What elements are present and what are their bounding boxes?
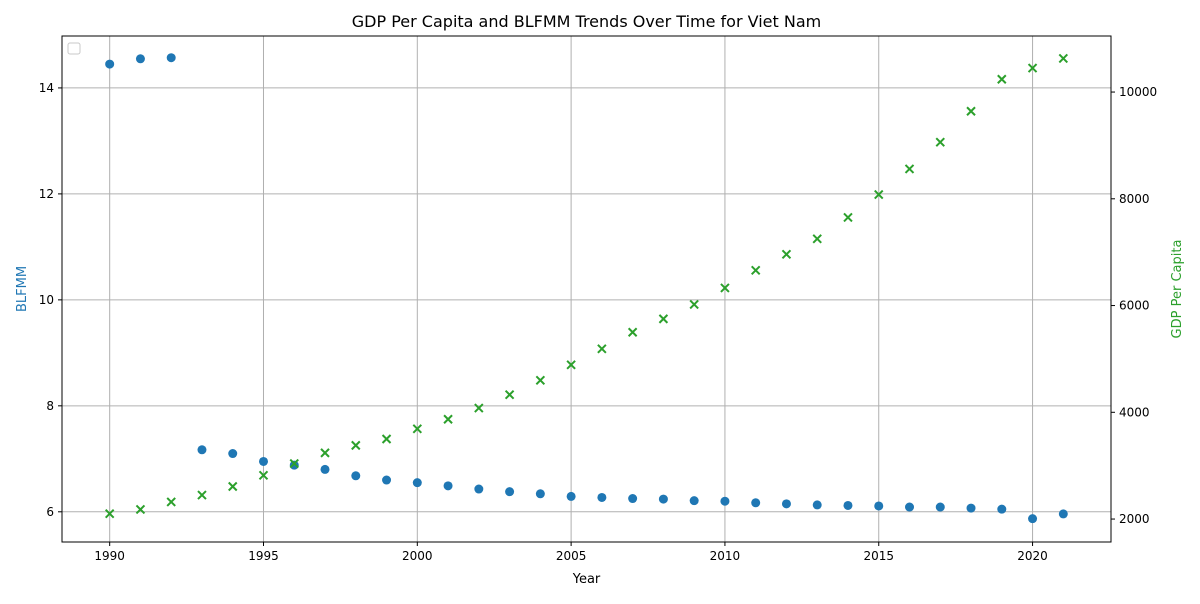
gdp-point <box>812 234 822 244</box>
y-left-tick-label: 12 <box>39 187 54 201</box>
blfmm-point <box>443 481 453 491</box>
y-right-tick-label: 10000 <box>1119 85 1157 99</box>
blfmm-point <box>505 487 515 497</box>
blfmm-point <box>874 501 884 511</box>
gdp-point <box>166 497 176 507</box>
blfmm-point <box>351 471 361 481</box>
gdp-point <box>597 344 607 354</box>
blfmm-point <box>566 491 576 501</box>
gdp-point <box>443 414 453 424</box>
gdp-point <box>228 481 238 492</box>
blfmm-point <box>412 478 422 488</box>
blfmm-point <box>905 502 915 512</box>
gdp-point <box>843 212 853 223</box>
blfmm-point <box>320 464 330 474</box>
gdp-point <box>566 360 576 370</box>
x-tick-label: 2020 <box>1017 549 1048 563</box>
gdp-point <box>135 504 146 515</box>
gdp-point <box>1027 63 1038 73</box>
blfmm-point <box>105 59 115 69</box>
x-tick-label: 1990 <box>94 549 125 563</box>
gdp-point <box>320 448 330 458</box>
y-right-tick-label: 4000 <box>1119 405 1150 419</box>
x-tick-label: 2010 <box>710 549 741 563</box>
gdp-point <box>627 327 638 337</box>
blfmm-point <box>258 456 268 466</box>
gdp-point <box>104 509 115 519</box>
x-axis-label: Year <box>572 572 601 587</box>
gdp-point <box>689 299 699 310</box>
x-tick-label: 2000 <box>402 549 433 563</box>
gdp-point <box>474 403 484 413</box>
y-left-tick-label: 8 <box>46 399 54 413</box>
y-right-tick-label: 2000 <box>1119 512 1150 526</box>
blfmm-point <box>597 492 607 502</box>
gdp-point <box>504 389 515 400</box>
gdp-point <box>720 283 730 293</box>
blfmm-point <box>751 498 761 508</box>
gdp-point <box>381 434 392 444</box>
blfmm-point <box>781 499 791 509</box>
gdp-point <box>197 490 207 500</box>
blfmm-point <box>628 494 638 504</box>
blfmm-point <box>997 504 1007 514</box>
gdp-point <box>1058 53 1069 64</box>
y-left-tick-label: 10 <box>39 293 54 307</box>
blfmm-point <box>228 449 238 459</box>
chart-title: GDP Per Capita and BLFMM Trends Over Tim… <box>352 12 821 31</box>
blfmm-point <box>1058 509 1068 519</box>
gdp-point <box>351 440 361 451</box>
legend-box <box>67 42 81 55</box>
gdp-point <box>935 137 945 147</box>
x-tick-label: 2005 <box>556 549 587 563</box>
gdp-point <box>535 375 546 385</box>
blfmm-point <box>197 445 207 455</box>
blfmm-point <box>966 503 976 513</box>
data-marks <box>104 53 1069 524</box>
gdp-point <box>412 424 423 434</box>
y-left-tick-label: 14 <box>39 81 54 95</box>
blfmm-point <box>658 494 668 504</box>
y-right-tick-label: 8000 <box>1119 192 1150 206</box>
blfmm-point <box>1028 514 1038 524</box>
gdp-point <box>289 458 299 469</box>
blfmm-point <box>289 460 299 470</box>
gdp-point <box>997 74 1007 84</box>
blfmm-point <box>812 500 822 510</box>
gdp-point <box>904 164 915 174</box>
gdp-point <box>258 470 269 480</box>
y-axis-right-label: GDP Per Capita <box>1170 240 1185 339</box>
axes: 1990 1995 2000 2005 2010 2015 2020 6 8 10 12 14 2000… <box>39 81 1157 563</box>
blfmm-point <box>535 489 545 499</box>
grid-lines <box>62 36 1111 542</box>
gdp-point <box>966 106 976 116</box>
blfmm-point <box>689 496 699 506</box>
blfmm-point <box>135 54 145 64</box>
gdp-point <box>750 265 761 276</box>
gdp-point <box>781 249 792 260</box>
blfmm-point <box>382 475 392 485</box>
y-left-tick-label: 6 <box>46 505 54 519</box>
y-axis-left-label: BLFMM <box>15 266 30 312</box>
gdp-point <box>658 314 669 324</box>
blfmm-point <box>720 496 730 506</box>
x-tick-label: 2015 <box>863 549 894 563</box>
blfmm-point <box>843 500 853 510</box>
plot-frame <box>61 35 1112 543</box>
x-tick-label: 1995 <box>248 549 279 563</box>
blfmm-point <box>474 484 484 494</box>
blfmm-point <box>935 502 945 512</box>
y-right-tick-label: 6000 <box>1119 299 1150 313</box>
gdp-point <box>874 189 884 200</box>
blfmm-point <box>166 53 176 63</box>
